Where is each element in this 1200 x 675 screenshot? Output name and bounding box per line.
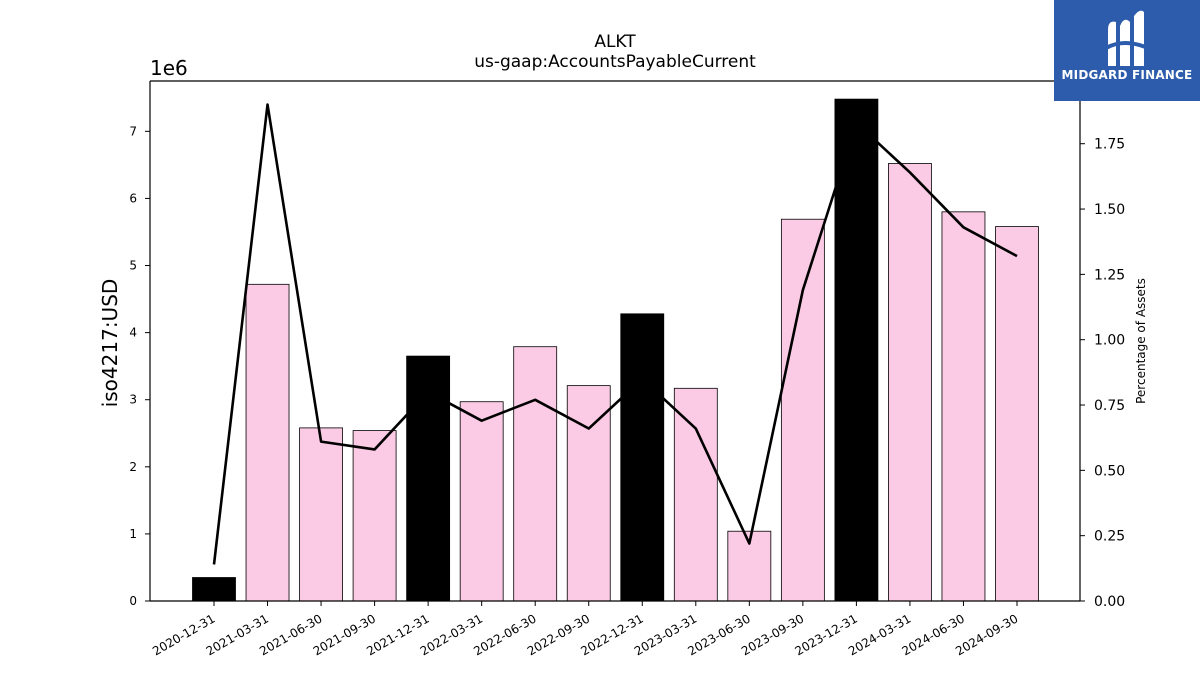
y-tick-label: 7	[129, 124, 137, 138]
logo-text: MIDGARD FINANCE	[1061, 68, 1193, 82]
chart-title: ALKT	[594, 32, 636, 52]
bar	[834, 98, 879, 602]
y-axis-scale-label: 1e6	[150, 56, 188, 80]
y-tick-label: 3	[129, 393, 137, 407]
y-tick-label: 4	[129, 326, 137, 340]
y-tick-label: 2	[129, 460, 137, 474]
bar	[941, 211, 986, 602]
bar	[780, 218, 825, 602]
y-tick-label: 5	[129, 259, 137, 273]
bar	[673, 387, 718, 602]
y2-tick-label: 1.75	[1094, 137, 1125, 153]
y2-tick-label: 1.50	[1094, 202, 1125, 218]
percentage-line	[212, 103, 1018, 565]
bar	[513, 346, 558, 602]
bar	[888, 163, 932, 602]
y-tick-label: 0	[129, 594, 137, 608]
secondary-y-axis-label: Percentage of Assets	[1134, 278, 1148, 404]
bar	[620, 313, 665, 602]
bar	[192, 577, 236, 602]
logo-mark-icon	[1105, 10, 1149, 67]
y2-tick-label: 0.50	[1094, 463, 1125, 479]
bar	[566, 385, 611, 602]
chart-subtitle: us-gaap:AccountsPayableCurrent	[474, 52, 756, 72]
bar	[459, 401, 504, 602]
bar	[299, 427, 343, 602]
y2-tick-label: 0.00	[1094, 594, 1125, 610]
y-axis-label: iso4217:USD	[98, 278, 122, 408]
bar	[352, 430, 397, 602]
bar	[995, 226, 1039, 602]
y2-tick-label: 1.25	[1094, 267, 1125, 283]
y2-tick-label: 0.75	[1094, 398, 1125, 414]
bar	[406, 355, 451, 602]
y2-tick-label: 0.25	[1094, 529, 1125, 545]
midgard-finance-logo: MIDGARD FINANCE	[1054, 0, 1200, 101]
y-tick-label: 1	[129, 527, 137, 541]
y-tick-label: 6	[129, 191, 137, 205]
y2-tick-label: 1.00	[1094, 333, 1125, 349]
bar	[245, 283, 290, 602]
